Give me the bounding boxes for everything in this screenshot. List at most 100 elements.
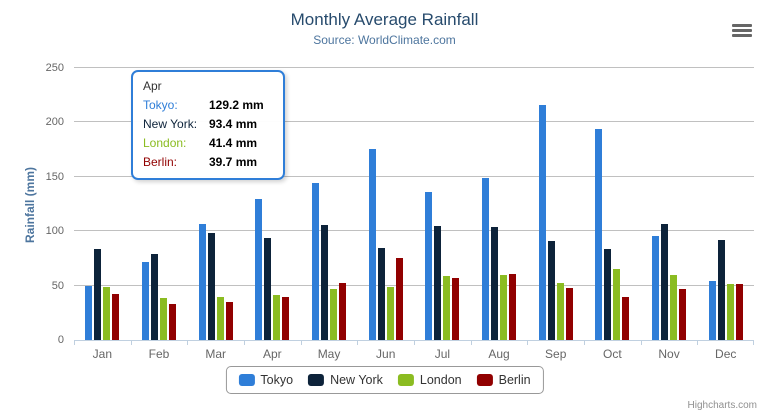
bar-berlin-nov[interactable] — [679, 289, 687, 340]
tooltip-series-name: Berlin: — [143, 155, 178, 169]
bar-berlin-oct[interactable] — [622, 297, 630, 340]
bar-tokyo-jan[interactable] — [85, 285, 93, 340]
bar-tokyo-nov[interactable] — [652, 236, 660, 340]
bar-tokyo-sep[interactable] — [538, 104, 546, 340]
plot-area: 0 50 100 150 200 250 — [46, 62, 754, 346]
x-axis-label-jul: Jul — [434, 347, 451, 361]
bar-berlin-jan[interactable] — [112, 293, 120, 340]
x-axis-tick — [753, 340, 754, 345]
bar-london-jan[interactable] — [103, 286, 111, 340]
bar-tokyo-oct[interactable] — [595, 128, 603, 340]
bar-tokyo-jun[interactable] — [368, 148, 376, 340]
bar-tokyo-dec[interactable] — [708, 280, 716, 340]
category-group-sep — [527, 68, 584, 340]
bar-berlin-mar[interactable] — [225, 302, 233, 340]
bar-new-york-sep[interactable] — [547, 240, 555, 340]
bar-tokyo-mar[interactable] — [198, 224, 206, 340]
bar-new-york-nov[interactable] — [661, 224, 669, 340]
category-group-jan — [74, 68, 131, 340]
bar-tokyo-apr[interactable] — [255, 199, 263, 340]
legend-item-new-york[interactable]: New York — [308, 373, 383, 387]
category-group-nov — [641, 68, 698, 340]
bar-berlin-may[interactable] — [339, 282, 347, 340]
bar-london-sep[interactable] — [556, 283, 564, 340]
grid-line — [74, 121, 754, 123]
bar-new-york-jun[interactable] — [377, 248, 385, 340]
y-axis-label: 200 — [45, 116, 64, 129]
bar-london-feb[interactable] — [160, 297, 167, 340]
bar-london-mar[interactable] — [216, 297, 224, 340]
bar-london-nov[interactable] — [670, 275, 678, 340]
x-axis-label-dec: Dec — [715, 347, 737, 361]
x-axis-tick — [584, 340, 585, 345]
bar-tokyo-aug[interactable] — [482, 178, 490, 340]
bar-new-york-feb[interactable] — [151, 254, 158, 340]
bar-berlin-jul[interactable] — [452, 277, 460, 340]
bar-tokyo-jul[interactable] — [425, 192, 433, 340]
category-group-jun — [357, 68, 414, 340]
y-axis-label: 100 — [45, 225, 64, 238]
legend-item-berlin[interactable]: Berlin — [476, 373, 531, 387]
legend-item-tokyo[interactable]: Tokyo — [238, 373, 293, 387]
legend-item-london[interactable]: London — [397, 373, 462, 387]
chart-title: Monthly Average Rainfall — [290, 10, 479, 29]
export-menu-button[interactable] — [730, 22, 754, 39]
x-axis-tick — [357, 340, 359, 345]
bar-new-york-dec[interactable] — [717, 239, 725, 340]
bar-london-apr[interactable] — [273, 294, 281, 340]
bar-tokyo-feb[interactable] — [142, 262, 149, 340]
x-axis-tick — [244, 340, 245, 345]
x-axis-ticks — [74, 68, 754, 345]
series-layer — [74, 68, 754, 340]
legend-swatch-london — [397, 374, 414, 386]
category-group-feb — [131, 68, 188, 340]
bar-london-aug[interactable] — [500, 275, 508, 340]
y-axis-label: 250 — [45, 62, 64, 74]
bar-berlin-dec[interactable] — [735, 284, 743, 340]
x-axis-label-may: May — [317, 347, 341, 361]
x-axis-label-jan: Jan — [92, 347, 113, 361]
category-group-jul — [414, 68, 471, 340]
bar-berlin-feb[interactable] — [169, 303, 176, 340]
bar-new-york-jan[interactable] — [94, 249, 102, 340]
tooltip-series-value: 39.7 mm — [209, 155, 258, 169]
category-group-apr — [244, 68, 301, 340]
legend-label-berlin: Berlin — [498, 373, 531, 387]
x-axis-labels: Jan Feb Mar Apr May Jun Jul Aug Sep Oct Nov Dec — [74, 347, 754, 361]
x-axis-tick — [414, 340, 415, 345]
credits-link[interactable]: Highcharts.com — [687, 400, 757, 411]
legend: Tokyo New York London Berlin — [225, 366, 544, 394]
bar-new-york-oct[interactable] — [604, 249, 612, 340]
x-axis-tick — [300, 340, 302, 345]
bar-new-york-jul[interactable] — [434, 225, 442, 340]
tooltip-series-value: 93.4 mm — [209, 117, 258, 131]
x-axis-label-oct: Oct — [603, 347, 622, 361]
bar-tokyo-may[interactable] — [312, 183, 320, 340]
bar-new-york-mar[interactable] — [207, 232, 215, 340]
tooltip-row-new-york: New York: 93.4 mm — [143, 117, 273, 132]
bar-berlin-jun[interactable] — [395, 257, 403, 340]
bar-new-york-aug[interactable] — [491, 226, 499, 340]
tooltip-row-berlin: Berlin: 39.7 mm — [143, 155, 273, 170]
bar-london-jul[interactable] — [443, 275, 451, 340]
bar-berlin-aug[interactable] — [509, 274, 517, 340]
grid-line — [74, 67, 754, 68]
x-axis-tick — [74, 340, 75, 345]
category-group-aug — [471, 68, 528, 340]
bar-berlin-apr[interactable] — [282, 296, 290, 340]
legend-swatch-new-york — [308, 374, 325, 386]
bar-london-may[interactable] — [330, 288, 338, 340]
bar-berlin-sep[interactable] — [565, 288, 573, 340]
bar-london-jun[interactable] — [386, 287, 394, 340]
tooltip-row-london: London: 41.4 mm — [143, 136, 273, 151]
grid-line — [74, 175, 754, 177]
tooltip-header: Apr — [143, 79, 162, 93]
bar-london-oct[interactable] — [613, 269, 621, 340]
bar-new-york-may[interactable] — [321, 224, 329, 340]
x-axis-tick — [697, 340, 699, 345]
bar-new-york-apr[interactable] — [264, 238, 272, 340]
bar-london-dec[interactable] — [726, 284, 734, 340]
x-axis-tick — [640, 340, 642, 345]
x-axis-tick — [187, 340, 189, 345]
